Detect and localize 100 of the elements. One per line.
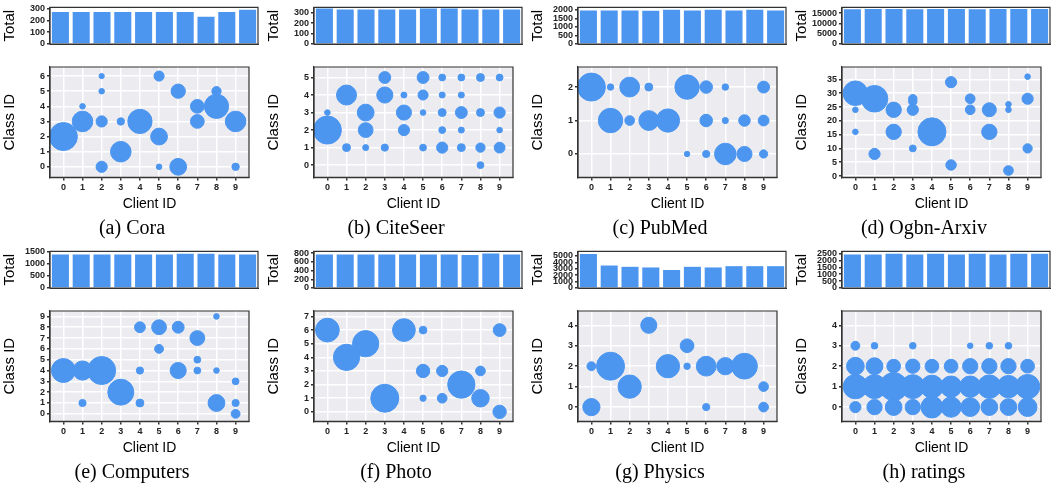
y-tick-label: 5 — [39, 354, 45, 365]
y-axis-title: Total — [264, 9, 282, 42]
y-tick-label: 300 — [293, 7, 309, 18]
y-tick-label: 2 — [39, 131, 45, 142]
x-tick-label: 9 — [761, 182, 767, 193]
x-tick-label: 1 — [872, 426, 878, 437]
y-axis-title: Class ID — [0, 93, 18, 151]
y-tick-label: 0 — [303, 38, 309, 49]
x-axis-title: Client ID — [650, 439, 705, 456]
y-axis-title: Total — [528, 9, 546, 42]
y-tick-label: 7 — [303, 310, 309, 321]
x-tick-label: 4 — [665, 182, 671, 193]
x-tick-label: 3 — [382, 182, 388, 193]
y-tick-label: 3 — [39, 375, 45, 386]
x-tick-label: 6 — [175, 426, 181, 437]
x-tick-label: 6 — [439, 426, 445, 437]
x-tick-label: 1 — [872, 182, 878, 193]
y-tick-label: 0 — [39, 408, 45, 419]
y-axis-title: Total — [264, 253, 282, 286]
y-tick-label: 3 — [567, 340, 573, 351]
y-tick-label: 5 — [39, 85, 45, 96]
x-tick-label: 7 — [986, 182, 992, 193]
y-tick-label: 6 — [39, 343, 45, 354]
y-axis-title: Total — [792, 9, 810, 42]
y-tick-label: 10 — [826, 142, 837, 153]
x-tick-label: 3 — [118, 426, 124, 437]
y-tick-label: 10000 — [811, 17, 837, 28]
x-tick-label: 3 — [646, 426, 652, 437]
x-tick-label: 8 — [1005, 182, 1011, 193]
x-tick-label: 2 — [99, 426, 105, 437]
x-tick-label: 2 — [627, 182, 633, 193]
y-tick-label: 5000 — [816, 28, 837, 39]
y-axis-title: Total — [792, 253, 810, 286]
y-tick-label: 2 — [567, 81, 573, 92]
y-tick-label: 0 — [303, 406, 309, 417]
y-axis-title: Class ID — [528, 337, 546, 395]
x-tick-label: 9 — [1025, 426, 1031, 437]
y-tick-label: 2 — [831, 360, 837, 371]
x-tick-label: 4 — [401, 426, 407, 437]
y-tick-label: 4 — [39, 100, 45, 111]
x-axis-title: Client ID — [386, 195, 441, 212]
y-tick-label: 0 — [831, 401, 837, 412]
y-tick-label: 0 — [567, 148, 573, 159]
x-tick-label: 7 — [458, 182, 464, 193]
y-tick-label: 200 — [29, 14, 45, 25]
y-tick-label: 1 — [303, 392, 309, 403]
y-tick-label: 3 — [303, 107, 309, 118]
y-tick-label: 200 — [293, 273, 309, 284]
x-tick-label: 2 — [891, 426, 897, 437]
y-tick-label: 9 — [39, 310, 45, 321]
y-tick-label: 1 — [831, 381, 837, 392]
text: (h) ratings — [881, 459, 967, 484]
x-tick-label: 0 — [60, 182, 66, 193]
y-tick-label: 0 — [831, 170, 837, 181]
x-tick-label: 1 — [608, 426, 614, 437]
y-tick-label: 4 — [39, 365, 45, 376]
x-tick-label: 0 — [852, 182, 858, 193]
x-tick-label: 2 — [99, 182, 105, 193]
y-tick-label: 1 — [303, 142, 309, 153]
y-tick-label: 15 — [826, 129, 837, 140]
x-tick-label: 3 — [118, 182, 124, 193]
y-tick-label: 20 — [826, 115, 837, 126]
x-tick-label: 9 — [761, 426, 767, 437]
y-tick-label: 6 — [39, 70, 45, 81]
y-tick-label: 2 — [39, 386, 45, 397]
y-tick-label: 2 — [567, 360, 573, 371]
x-tick-label: 4 — [401, 182, 407, 193]
text: (c) PubMed — [611, 215, 709, 240]
x-tick-label: 0 — [324, 426, 330, 437]
text: (b) CiteSeer — [346, 215, 446, 240]
x-axis-title: Client ID — [914, 439, 969, 456]
x-tick-label: 2 — [891, 182, 897, 193]
x-axis-title: Client ID — [386, 439, 441, 456]
y-tick-label: 35 — [826, 73, 837, 84]
y-tick-label: 2000 — [552, 4, 573, 15]
y-tick-label: 1000 — [24, 258, 45, 269]
x-tick-label: 3 — [646, 182, 652, 193]
y-axis-title: Total — [528, 253, 546, 286]
x-tick-label: 5 — [156, 182, 162, 193]
y-tick-label: 4 — [831, 319, 837, 330]
x-tick-label: 6 — [967, 426, 973, 437]
y-tick-label: 4 — [303, 351, 309, 362]
x-tick-label: 8 — [741, 182, 747, 193]
y-tick-label: 25 — [826, 101, 837, 112]
x-tick-label: 6 — [703, 182, 709, 193]
x-axis-title: Client ID — [914, 195, 969, 212]
y-tick-label: 400 — [293, 265, 309, 276]
x-tick-label: 1 — [80, 426, 86, 437]
x-tick-label: 9 — [497, 426, 503, 437]
y-tick-label: 0 — [567, 401, 573, 412]
x-tick-label: 4 — [929, 182, 935, 193]
y-tick-label: 2500 — [816, 247, 837, 258]
x-tick-label: 1 — [608, 182, 614, 193]
y-tick-label: 0 — [39, 282, 45, 293]
x-tick-label: 1 — [344, 426, 350, 437]
x-tick-label: 0 — [324, 182, 330, 193]
x-tick-label: 0 — [588, 182, 594, 193]
x-axis-title: Client ID — [122, 195, 177, 212]
x-tick-label: 5 — [948, 182, 954, 193]
x-tick-label: 2 — [627, 426, 633, 437]
